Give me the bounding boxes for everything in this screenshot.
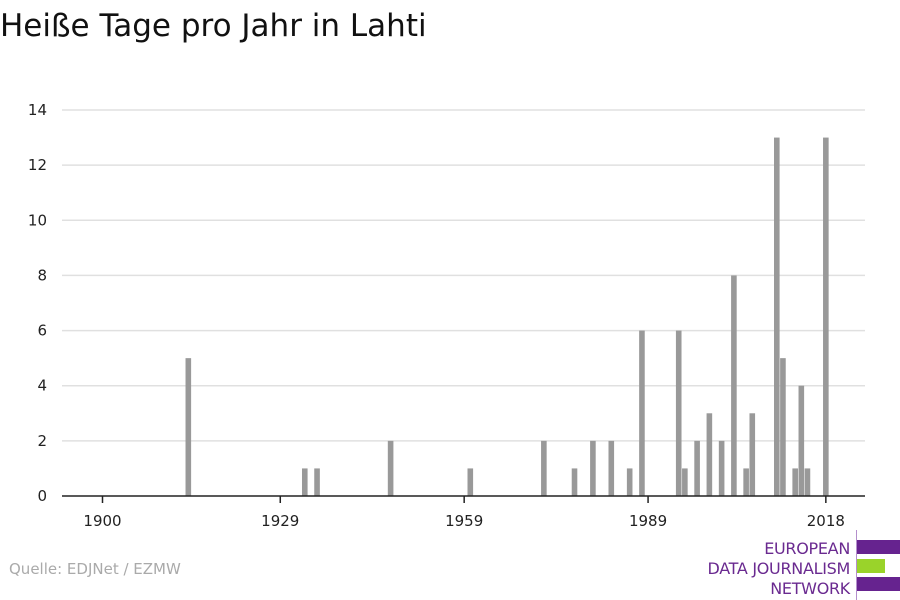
bar bbox=[823, 137, 829, 497]
bar bbox=[639, 330, 645, 496]
logo-bar-middle bbox=[857, 559, 885, 573]
bar bbox=[774, 137, 780, 497]
bar bbox=[590, 440, 596, 496]
y-tick-label: 2 bbox=[37, 432, 47, 450]
bar bbox=[743, 468, 749, 496]
y-tick-label: 14 bbox=[28, 101, 47, 119]
bar bbox=[780, 358, 786, 496]
source-note: Quelle: EDJNet / EZMW bbox=[9, 560, 181, 578]
x-tick-label: 1959 bbox=[445, 512, 483, 530]
bar-chart: 0 2 4 6 8 10 12 14 1900 1929 1959 1989 2018 bbox=[28, 101, 865, 530]
bar bbox=[706, 413, 713, 496]
bar bbox=[571, 468, 578, 496]
bar bbox=[798, 385, 805, 496]
y-tick-label: 6 bbox=[37, 322, 47, 340]
bar bbox=[682, 468, 688, 496]
bar bbox=[675, 330, 682, 496]
bar bbox=[541, 440, 547, 496]
logo-divider bbox=[856, 530, 857, 600]
logo-bar-bottom bbox=[857, 577, 900, 591]
bar bbox=[387, 440, 394, 496]
y-tick-label: 8 bbox=[37, 266, 47, 284]
logo-line-3: NETWORK bbox=[770, 579, 850, 598]
chart-title: Heiße Tage pro Jahr in Lahti bbox=[0, 8, 427, 44]
bar bbox=[792, 468, 798, 496]
edjnet-logo: EUROPEAN DATA JOURNALISM NETWORK bbox=[700, 530, 900, 600]
bar bbox=[626, 468, 633, 496]
bar bbox=[467, 468, 474, 496]
y-tick-label: 10 bbox=[28, 211, 47, 229]
bar bbox=[185, 358, 192, 496]
bar bbox=[694, 440, 700, 496]
x-tick-label: 2018 bbox=[807, 512, 845, 530]
bar bbox=[731, 275, 737, 496]
y-tick-label: 0 bbox=[37, 487, 47, 505]
bar bbox=[749, 413, 756, 496]
y-tick-label: 4 bbox=[37, 377, 47, 395]
logo-line-1: EUROPEAN bbox=[764, 539, 850, 558]
bar bbox=[301, 468, 308, 496]
bar bbox=[718, 440, 725, 496]
y-tick-label: 12 bbox=[28, 156, 47, 174]
bar bbox=[314, 468, 320, 496]
x-tick-label: 1929 bbox=[261, 512, 299, 530]
bar bbox=[608, 440, 615, 496]
logo-bar-top bbox=[857, 540, 900, 554]
x-tick-label: 1900 bbox=[83, 512, 121, 530]
logo-line-2: DATA JOURNALISM bbox=[707, 559, 851, 578]
bar bbox=[804, 468, 811, 496]
x-tick-label: 1989 bbox=[629, 512, 667, 530]
